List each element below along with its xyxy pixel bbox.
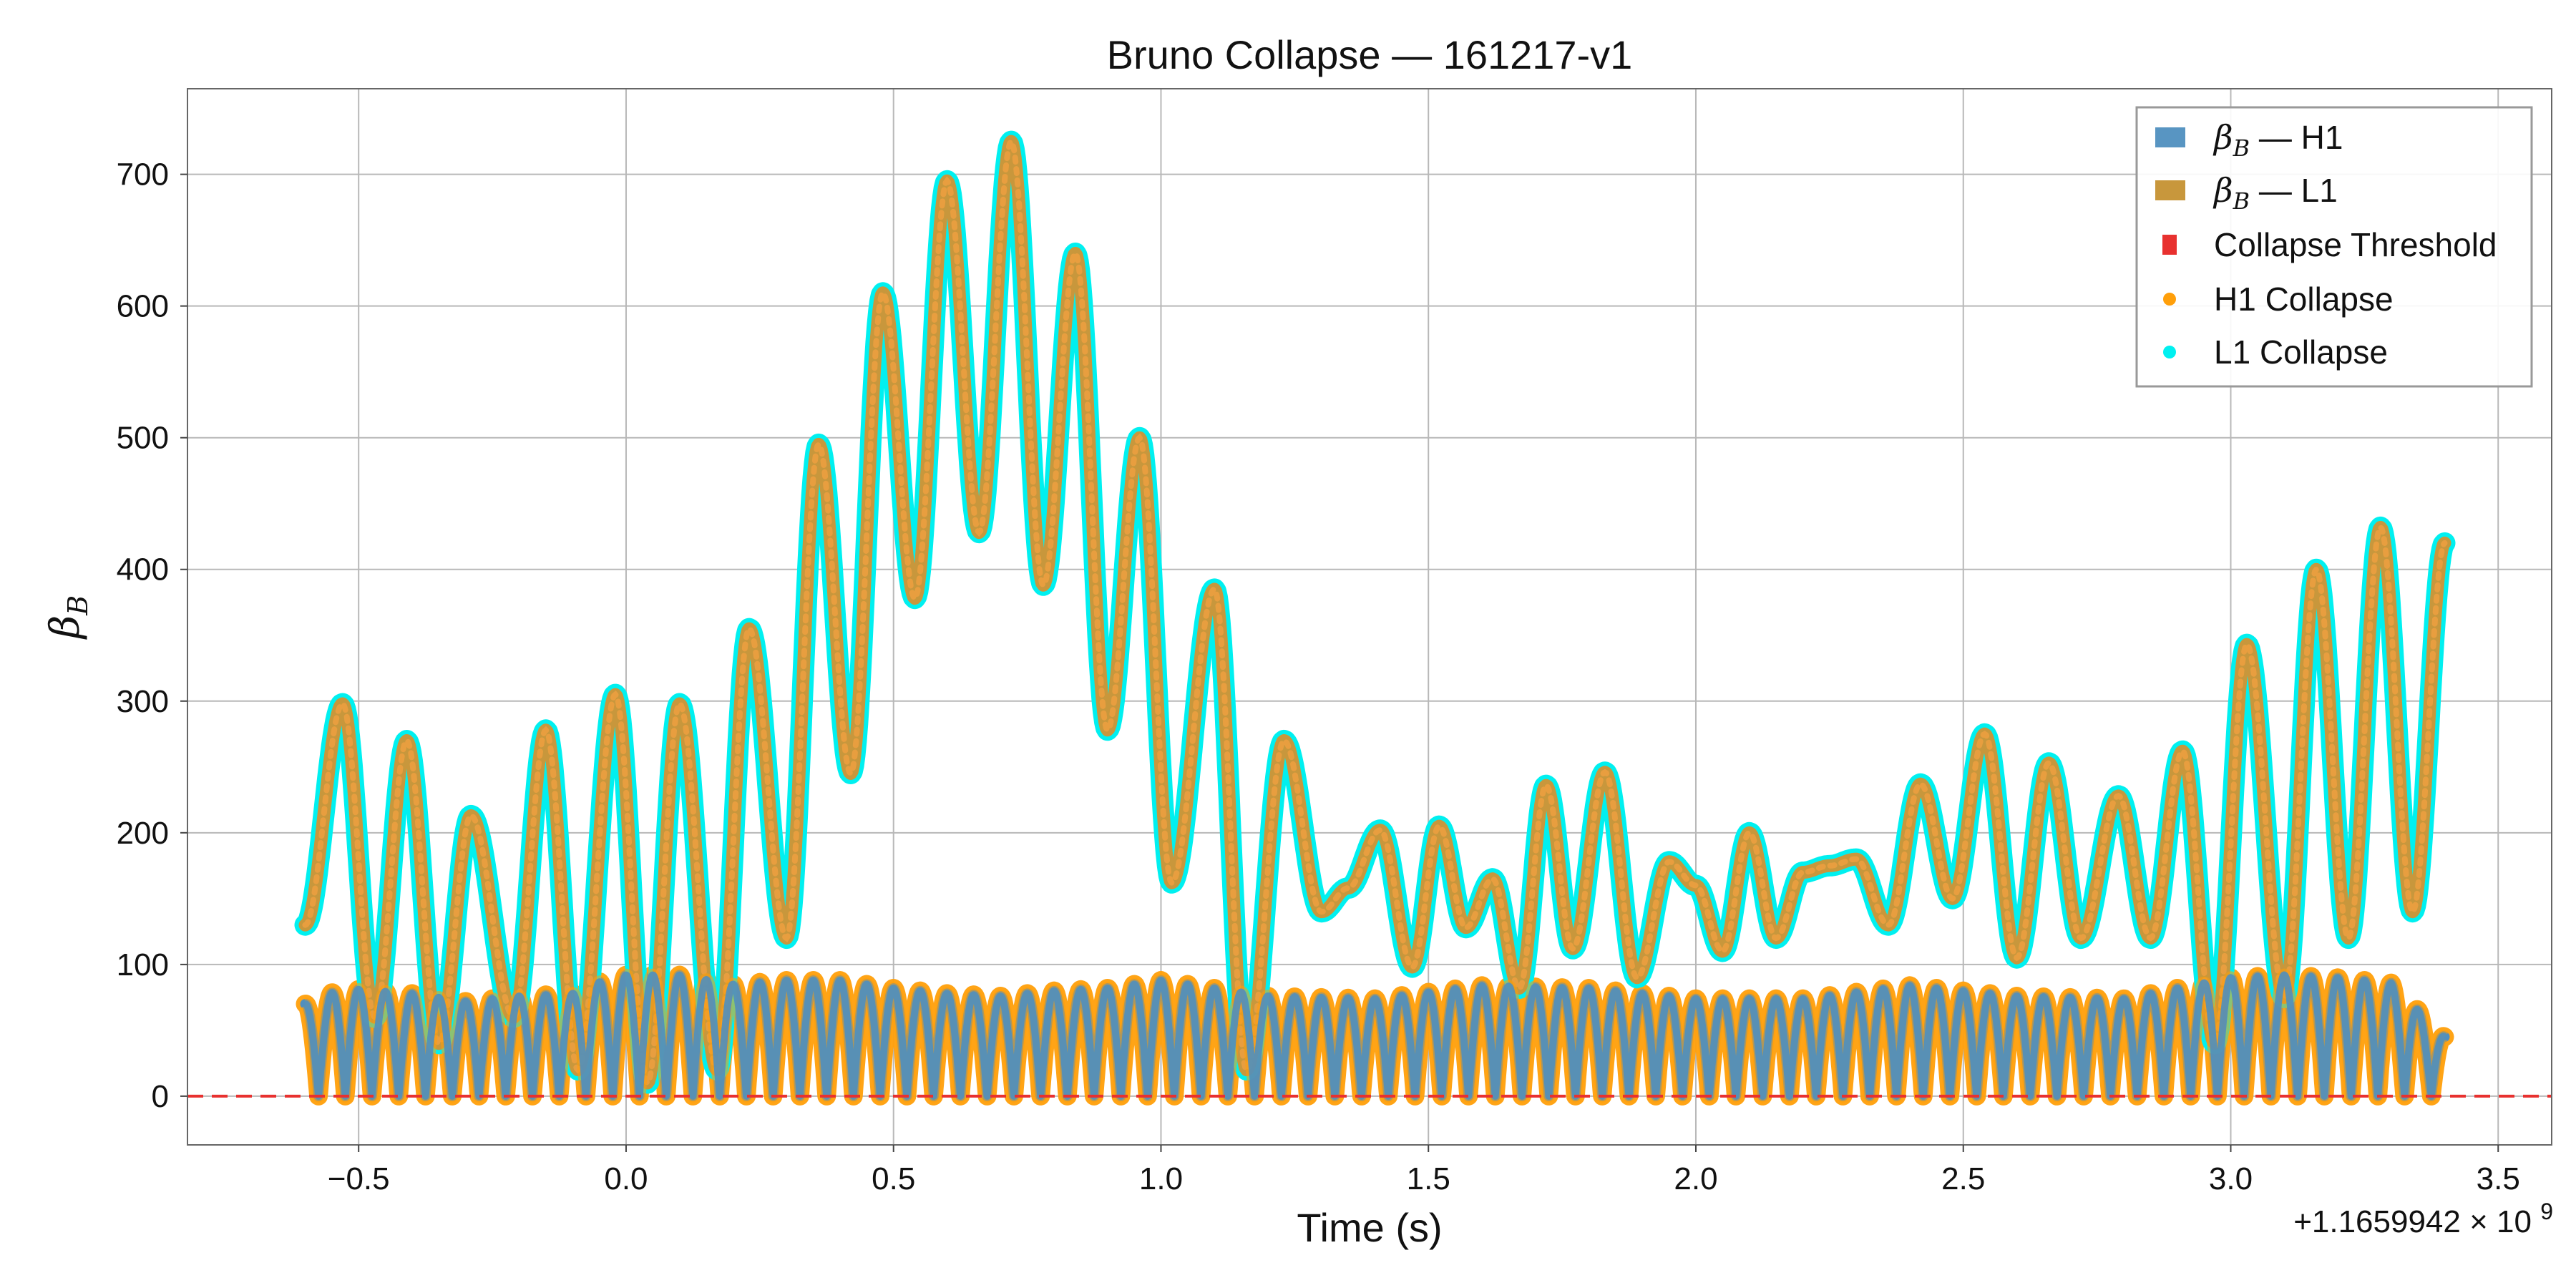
x-tick-label: 3.5 [2477, 1161, 2520, 1196]
y-axis-subscript: B [62, 595, 94, 616]
plot-frame [187, 88, 2552, 1146]
legend-marker-l1-collapse [2163, 346, 2176, 358]
y-tick-label: 600 [117, 289, 169, 324]
y-tick-label: 200 [117, 816, 169, 851]
y-axis: 0 100 200 300 400 500 600 700 [117, 157, 187, 1114]
y-tick-label: 700 [117, 157, 169, 192]
x-tick-label: 0.0 [604, 1161, 648, 1196]
series-layer [187, 130, 2552, 1106]
y-tick-label: 300 [117, 684, 169, 719]
svg-text:+1.1659942 × 10 9: +1.1659942 × 10 9 [2293, 1199, 2553, 1239]
y-tick-label: 100 [117, 947, 169, 982]
x-tick-label: 1.5 [1407, 1161, 1450, 1196]
legend-label-h1-collapse: H1 Collapse [2214, 280, 2394, 318]
y-tick-label: 400 [117, 552, 169, 587]
y-axis-title: βB [42, 595, 94, 640]
x-tick-label: −0.5 [328, 1161, 390, 1196]
svg-text:βB: βB [42, 595, 94, 640]
x-offset-text: +1.1659942 × 10 [2293, 1204, 2532, 1239]
y-tick-label: 500 [117, 421, 169, 456]
legend: βB — H1 βB — L1 Collapse Threshold H1 Co… [2135, 106, 2533, 388]
x-tick-label: 2.0 [1674, 1161, 1717, 1196]
legend-label-l1: βB — L1 [2212, 171, 2338, 215]
x-tick-label: 1.0 [1139, 1161, 1183, 1196]
legend-label-l1-collapse: L1 Collapse [2214, 333, 2388, 371]
x-tick-label: 3.0 [2209, 1161, 2253, 1196]
x-axis-offset: +1.1659942 × 10 9 [2293, 1199, 2553, 1239]
x-axis: −0.5 0.0 0.5 1.0 1.5 2.0 2.5 3.0 3.5 [328, 1145, 2520, 1196]
legend-swatch-threshold [2162, 235, 2177, 255]
l1-series-dots [302, 136, 2448, 1088]
h1-series-overlay [301, 971, 2449, 1100]
legend-box [2135, 106, 2533, 388]
legend-swatch-l1 [2155, 180, 2185, 200]
legend-swatch-h1 [2155, 127, 2185, 147]
x-axis-title: Time (s) [1297, 1205, 1442, 1250]
x-tick-label: 2.5 [1941, 1161, 1985, 1196]
x-offset-exponent: 9 [2540, 1199, 2553, 1224]
y-axis-symbol: β [42, 615, 89, 640]
chart-title: Bruno Collapse — 161217-v1 [1107, 32, 1633, 77]
legend-label-h1: βB — H1 [2212, 118, 2343, 162]
legend-marker-h1-collapse [2163, 293, 2176, 306]
x-tick-label: 0.5 [872, 1161, 915, 1196]
y-tick-label: 0 [152, 1079, 169, 1114]
legend-label-threshold: Collapse Threshold [2214, 226, 2497, 263]
